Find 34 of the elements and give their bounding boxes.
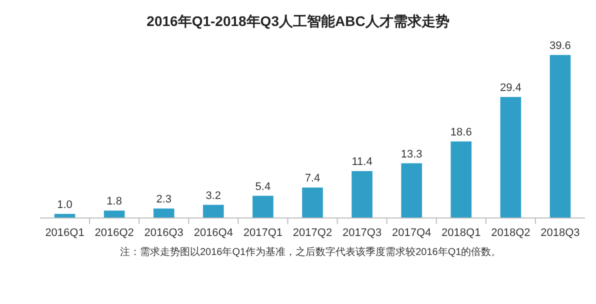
x-tick-label: 2018Q1 (442, 227, 481, 239)
bar (153, 208, 174, 218)
x-tick-label: 2017Q1 (243, 227, 283, 239)
bar (550, 55, 571, 218)
x-tick-label: 2017Q3 (342, 227, 382, 239)
data-label: 2.3 (156, 194, 172, 206)
x-tick-label: 2016Q3 (144, 227, 184, 239)
data-label: 5.4 (255, 180, 271, 193)
bar (450, 141, 472, 218)
bar (252, 196, 274, 218)
x-tick-label: 2016Q1 (45, 227, 84, 239)
x-tick-label: 2018Q3 (540, 227, 580, 239)
chart-title: 2016年Q1-2018年Q3人工智能ABC人才需求走势 (146, 13, 450, 29)
data-label: 39.6 (550, 40, 571, 52)
bar (203, 204, 224, 218)
x-tick-label: 2016Q2 (94, 227, 134, 239)
data-label: 7.4 (304, 172, 320, 185)
bar (401, 163, 422, 218)
data-label: 18.6 (450, 126, 472, 138)
bar (352, 171, 372, 218)
bar (500, 96, 522, 218)
data-label: 1.8 (106, 196, 122, 208)
data-label: 1.0 (57, 198, 72, 211)
x-tick-label: 2017Q4 (392, 227, 432, 239)
data-label: 29.4 (500, 82, 522, 94)
bar (302, 188, 323, 218)
text: 注：需求走势图以2016年Q1作为基准，之后数字代表该季度需求较2016年Q1的倍数。 (120, 246, 502, 258)
bar (104, 210, 125, 218)
data-label: 13.3 (400, 148, 422, 160)
x-tick-label: 2016Q4 (194, 227, 233, 239)
x-tick-label: 2018Q2 (491, 227, 530, 239)
data-label: 11.4 (352, 156, 372, 168)
x-tick-label: 2017Q2 (292, 227, 332, 239)
data-label: 3.2 (206, 190, 222, 202)
